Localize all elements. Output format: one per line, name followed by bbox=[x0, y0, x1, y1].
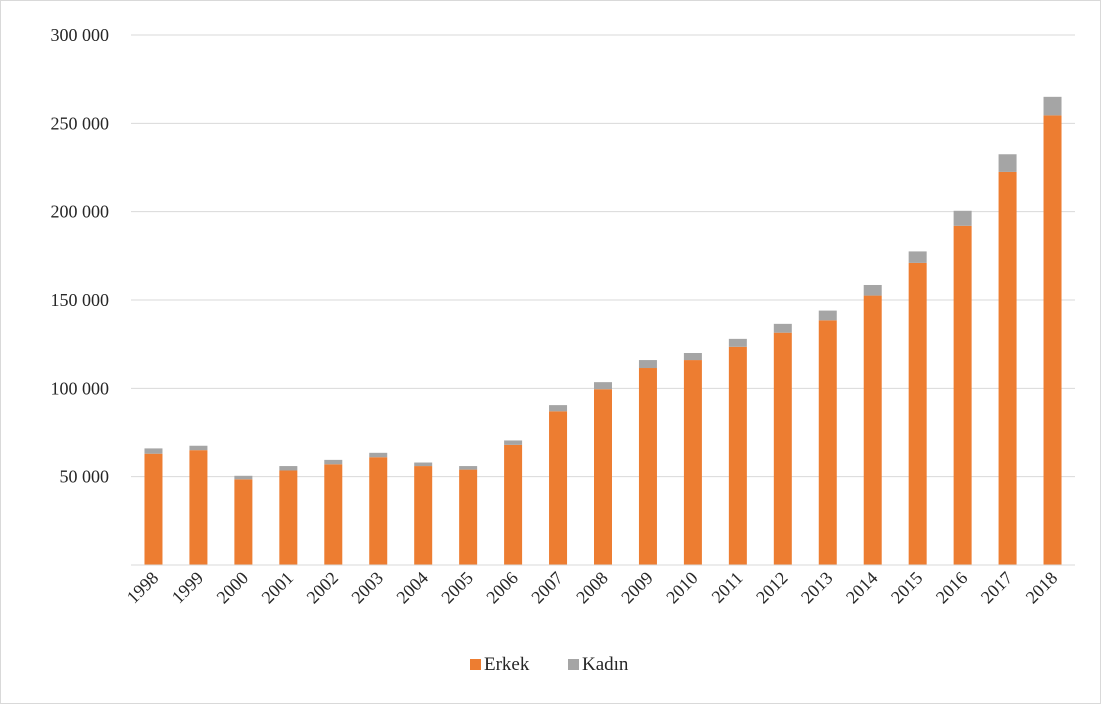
bar-erkek-2017 bbox=[998, 171, 1017, 565]
bar-kadın-2017 bbox=[998, 154, 1017, 172]
bar-erkek-2003 bbox=[369, 457, 388, 565]
bar-kadın-2010 bbox=[683, 353, 702, 361]
bar-erkek-2016 bbox=[953, 225, 972, 566]
bar-kadın-2004 bbox=[414, 462, 433, 467]
bar-kadın-2009 bbox=[638, 360, 657, 369]
y-tick-label: 200 000 bbox=[51, 202, 110, 222]
bar-kadın-2005 bbox=[459, 466, 478, 470]
legend-swatch-erkek bbox=[470, 659, 481, 670]
bar-kadın-2013 bbox=[818, 310, 837, 321]
bar-erkek-2009 bbox=[638, 368, 657, 565]
x-tick-label: 2006 bbox=[482, 568, 522, 608]
x-tick-label: 2005 bbox=[437, 568, 477, 608]
x-tick-label: 2008 bbox=[572, 568, 612, 608]
x-tick-label: 2000 bbox=[213, 568, 253, 608]
x-tick-label: 2012 bbox=[752, 568, 792, 608]
y-axis-ticks: 50 000 100 000 150 000 200 000 250 000 300 00… bbox=[51, 25, 110, 487]
bar-kadın-2007 bbox=[549, 405, 568, 412]
legend: Erkek Kadın bbox=[470, 654, 629, 675]
x-tick-label: 2013 bbox=[797, 568, 837, 608]
x-tick-label: 2010 bbox=[662, 568, 702, 608]
bar-kadın-2001 bbox=[279, 466, 298, 471]
y-tick-label: 300 000 bbox=[51, 25, 110, 45]
bar-erkek-2018 bbox=[1043, 115, 1062, 565]
bar-kadın-2002 bbox=[324, 459, 343, 465]
bar-kadın-2000 bbox=[234, 475, 253, 480]
bar-kadın-2016 bbox=[953, 210, 972, 226]
bar-kadın-1999 bbox=[189, 445, 208, 451]
bar-erkek-2012 bbox=[773, 332, 792, 565]
x-tick-label: 2014 bbox=[842, 568, 882, 608]
bar-erkek-2011 bbox=[728, 346, 747, 565]
x-tick-label: 2015 bbox=[887, 568, 927, 608]
legend-label: Erkek bbox=[484, 654, 530, 675]
bar-erkek-2000 bbox=[234, 479, 253, 565]
bar-erkek-2007 bbox=[549, 411, 568, 565]
bar-erkek-2005 bbox=[459, 469, 478, 565]
bar-erkek-2015 bbox=[908, 262, 927, 565]
bar-kadın-2018 bbox=[1043, 96, 1062, 116]
bar-erkek-2013 bbox=[818, 320, 837, 565]
x-tick-label: 1999 bbox=[168, 568, 208, 608]
bar-kadın-2003 bbox=[369, 452, 388, 458]
bar-erkek-1999 bbox=[189, 450, 208, 565]
bar-erkek-2010 bbox=[683, 360, 702, 565]
bar-erkek-2001 bbox=[279, 470, 298, 565]
x-tick-label: 2017 bbox=[977, 568, 1017, 608]
y-tick-label: 150 000 bbox=[51, 290, 110, 310]
bar-kadın-2008 bbox=[594, 382, 612, 390]
bars bbox=[144, 96, 1062, 566]
bar-erkek-2006 bbox=[504, 444, 523, 565]
x-tick-label: 2011 bbox=[708, 568, 747, 607]
x-tick-label: 2007 bbox=[527, 568, 567, 608]
x-tick-label: 2003 bbox=[347, 568, 387, 608]
x-tick-label: 2018 bbox=[1022, 568, 1062, 608]
y-tick-label: 100 000 bbox=[51, 378, 110, 398]
y-tick-label: 250 000 bbox=[51, 113, 110, 133]
bar-kadın-2012 bbox=[773, 323, 792, 333]
x-tick-label: 1998 bbox=[123, 568, 163, 608]
legend-label: Kadın bbox=[582, 654, 629, 675]
x-tick-label: 2004 bbox=[392, 568, 432, 608]
bar-erkek-2014 bbox=[863, 295, 882, 565]
bar-erkek-2002 bbox=[324, 464, 343, 565]
x-tick-label: 2016 bbox=[932, 568, 972, 608]
x-tick-label: 2001 bbox=[258, 568, 298, 608]
bar-erkek-1998 bbox=[144, 453, 163, 565]
legend-swatch-kadın bbox=[568, 659, 579, 670]
x-axis-ticks: 1998 1999 2000 2001 2002 2003 2004 2005 2006 2007… bbox=[123, 568, 1062, 608]
bar-kadın-2011 bbox=[728, 338, 747, 347]
bar-kadın-2015 bbox=[908, 251, 927, 263]
bar-kadın-2006 bbox=[504, 440, 523, 445]
bar-erkek-2004 bbox=[414, 466, 433, 565]
bar-erkek-2008 bbox=[594, 389, 612, 565]
y-tick-label: 50 000 bbox=[60, 467, 110, 487]
bar-kadın-2014 bbox=[863, 284, 882, 296]
x-tick-label: 2009 bbox=[617, 568, 657, 608]
bar-kadın-1998 bbox=[144, 448, 163, 454]
x-tick-label: 2002 bbox=[303, 568, 343, 608]
